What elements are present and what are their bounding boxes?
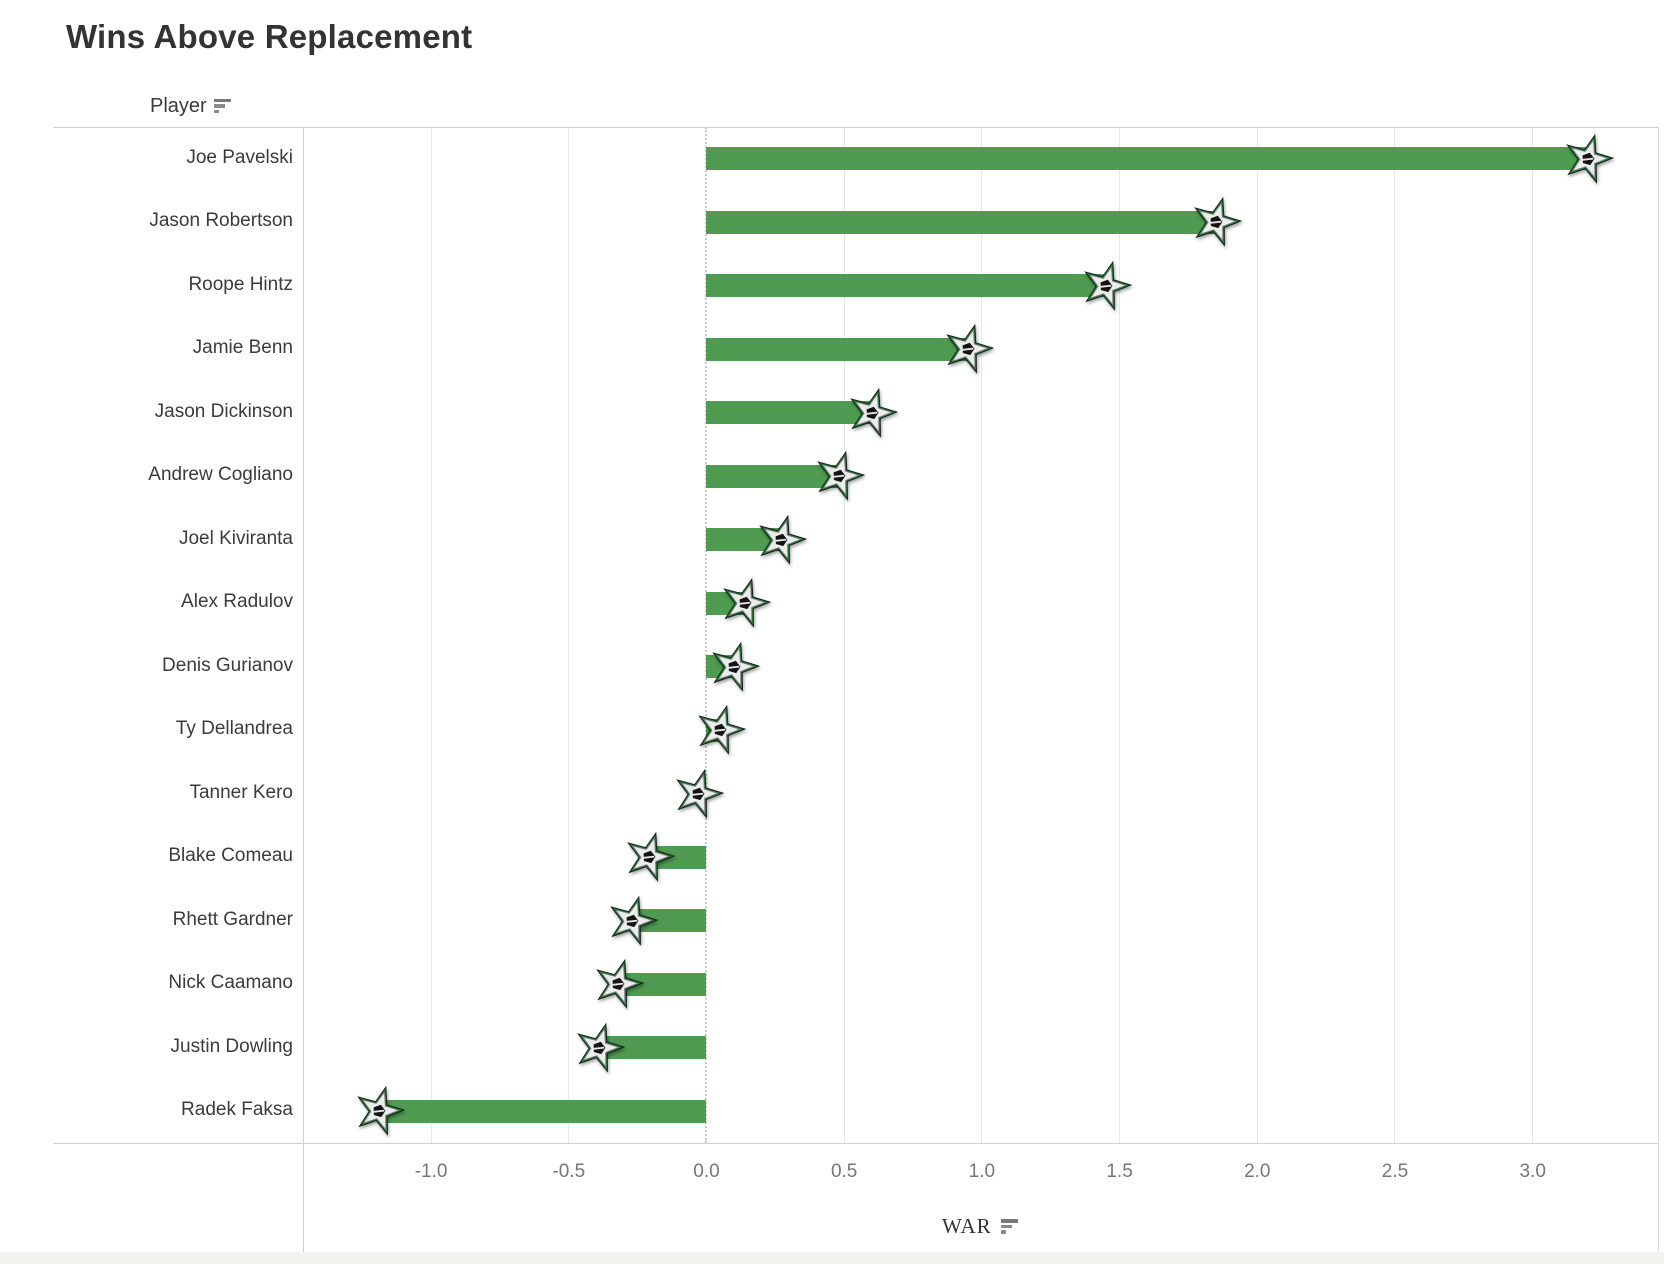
x-gridline — [981, 127, 983, 1143]
player-label[interactable]: Radek Faksa — [181, 1099, 293, 1121]
player-label[interactable]: Joel Kiviranta — [178, 527, 293, 549]
dallas-stars-logo-icon[interactable] — [810, 447, 868, 505]
player-label[interactable]: Joe Pavelski — [186, 146, 293, 168]
x-gridline — [1119, 127, 1121, 1143]
dallas-stars-logo-icon[interactable] — [1559, 130, 1617, 188]
x-gridline — [1394, 127, 1396, 1143]
war-bar[interactable] — [706, 274, 1106, 298]
player-label[interactable]: Andrew Cogliano — [148, 464, 293, 486]
x-gridline — [843, 127, 845, 1143]
footer-strip — [0, 1252, 1664, 1264]
header-plot-divider — [303, 127, 304, 1252]
player-column-header-label: Player — [150, 94, 207, 117]
dallas-stars-logo-icon[interactable] — [603, 892, 661, 950]
chart-title: Wins Above Replacement — [66, 18, 473, 55]
dallas-stars-logo-icon[interactable] — [620, 828, 678, 886]
x-gridline — [1256, 127, 1258, 1143]
war-bar[interactable] — [706, 147, 1588, 171]
war-bar[interactable] — [706, 210, 1216, 234]
dallas-stars-logo-icon[interactable] — [350, 1082, 408, 1140]
x-gridline — [568, 127, 570, 1143]
player-label[interactable]: Alex Radulov — [181, 591, 293, 613]
war-bar[interactable] — [378, 1099, 707, 1123]
zero-reference-line — [705, 127, 708, 1143]
war-bar[interactable] — [632, 909, 707, 933]
player-label[interactable]: Tanner Kero — [189, 781, 293, 803]
plot-border-top — [53, 127, 1658, 128]
sort-descending-icon[interactable] — [1000, 1219, 1018, 1234]
player-label[interactable]: Justin Dowling — [170, 1035, 294, 1057]
player-label[interactable]: Jamie Benn — [192, 337, 293, 359]
x-tick-label: -1.0 — [414, 1161, 448, 1182]
player-label[interactable]: Roope Hintz — [188, 273, 293, 295]
dallas-stars-logo-icon[interactable] — [939, 320, 997, 378]
war-bar[interactable] — [706, 464, 839, 488]
x-tick-label: 0.5 — [830, 1161, 858, 1182]
x-tick-label: 3.0 — [1519, 1161, 1546, 1182]
dallas-stars-logo-icon[interactable] — [589, 955, 647, 1013]
x-axis-title[interactable]: WAR — [942, 1214, 1018, 1239]
dallas-stars-logo-icon[interactable] — [705, 638, 763, 696]
x-gridline — [430, 127, 432, 1143]
player-label[interactable]: Nick Caamano — [168, 972, 293, 994]
dallas-stars-logo-icon[interactable] — [1077, 257, 1135, 315]
player-label[interactable]: Denis Gurianov — [162, 654, 293, 676]
dallas-stars-logo-icon[interactable] — [691, 701, 749, 759]
player-label[interactable]: Jason Robertson — [149, 210, 293, 232]
dallas-stars-logo-icon[interactable] — [669, 765, 727, 823]
war-bar[interactable] — [706, 401, 872, 425]
war-bar[interactable] — [648, 845, 707, 869]
player-column-header[interactable]: Player — [150, 92, 231, 120]
x-tick-label: -0.5 — [552, 1161, 586, 1182]
x-axis-title-label: WAR — [942, 1214, 992, 1238]
player-label[interactable]: Blake Comeau — [168, 845, 293, 867]
player-label[interactable]: Jason Dickinson — [154, 400, 293, 422]
war-bar[interactable] — [706, 337, 969, 361]
x-tick-label: 1.0 — [968, 1161, 996, 1182]
x-tick-label: 1.5 — [1106, 1161, 1133, 1182]
player-label[interactable]: Rhett Gardner — [172, 908, 293, 930]
player-label[interactable]: Ty Dellandrea — [175, 718, 293, 740]
x-gridline — [1532, 127, 1534, 1143]
dallas-stars-logo-icon[interactable] — [716, 574, 774, 632]
dallas-stars-logo-icon[interactable] — [570, 1019, 628, 1077]
war-bar[interactable] — [618, 972, 707, 996]
dallas-stars-logo-icon[interactable] — [843, 384, 901, 442]
plot-border-right — [1658, 127, 1659, 1252]
sort-descending-icon[interactable] — [213, 98, 231, 114]
war-bar[interactable] — [706, 528, 781, 552]
dallas-stars-logo-icon[interactable] — [752, 511, 810, 569]
war-bar[interactable] — [599, 1036, 707, 1060]
dallas-stars-logo-icon[interactable] — [1187, 193, 1245, 251]
x-tick-label: 2.5 — [1381, 1161, 1409, 1182]
plot-border-bottom — [53, 1143, 1658, 1144]
x-tick-label: 2.0 — [1244, 1161, 1271, 1182]
x-tick-label: 0.0 — [693, 1161, 720, 1182]
